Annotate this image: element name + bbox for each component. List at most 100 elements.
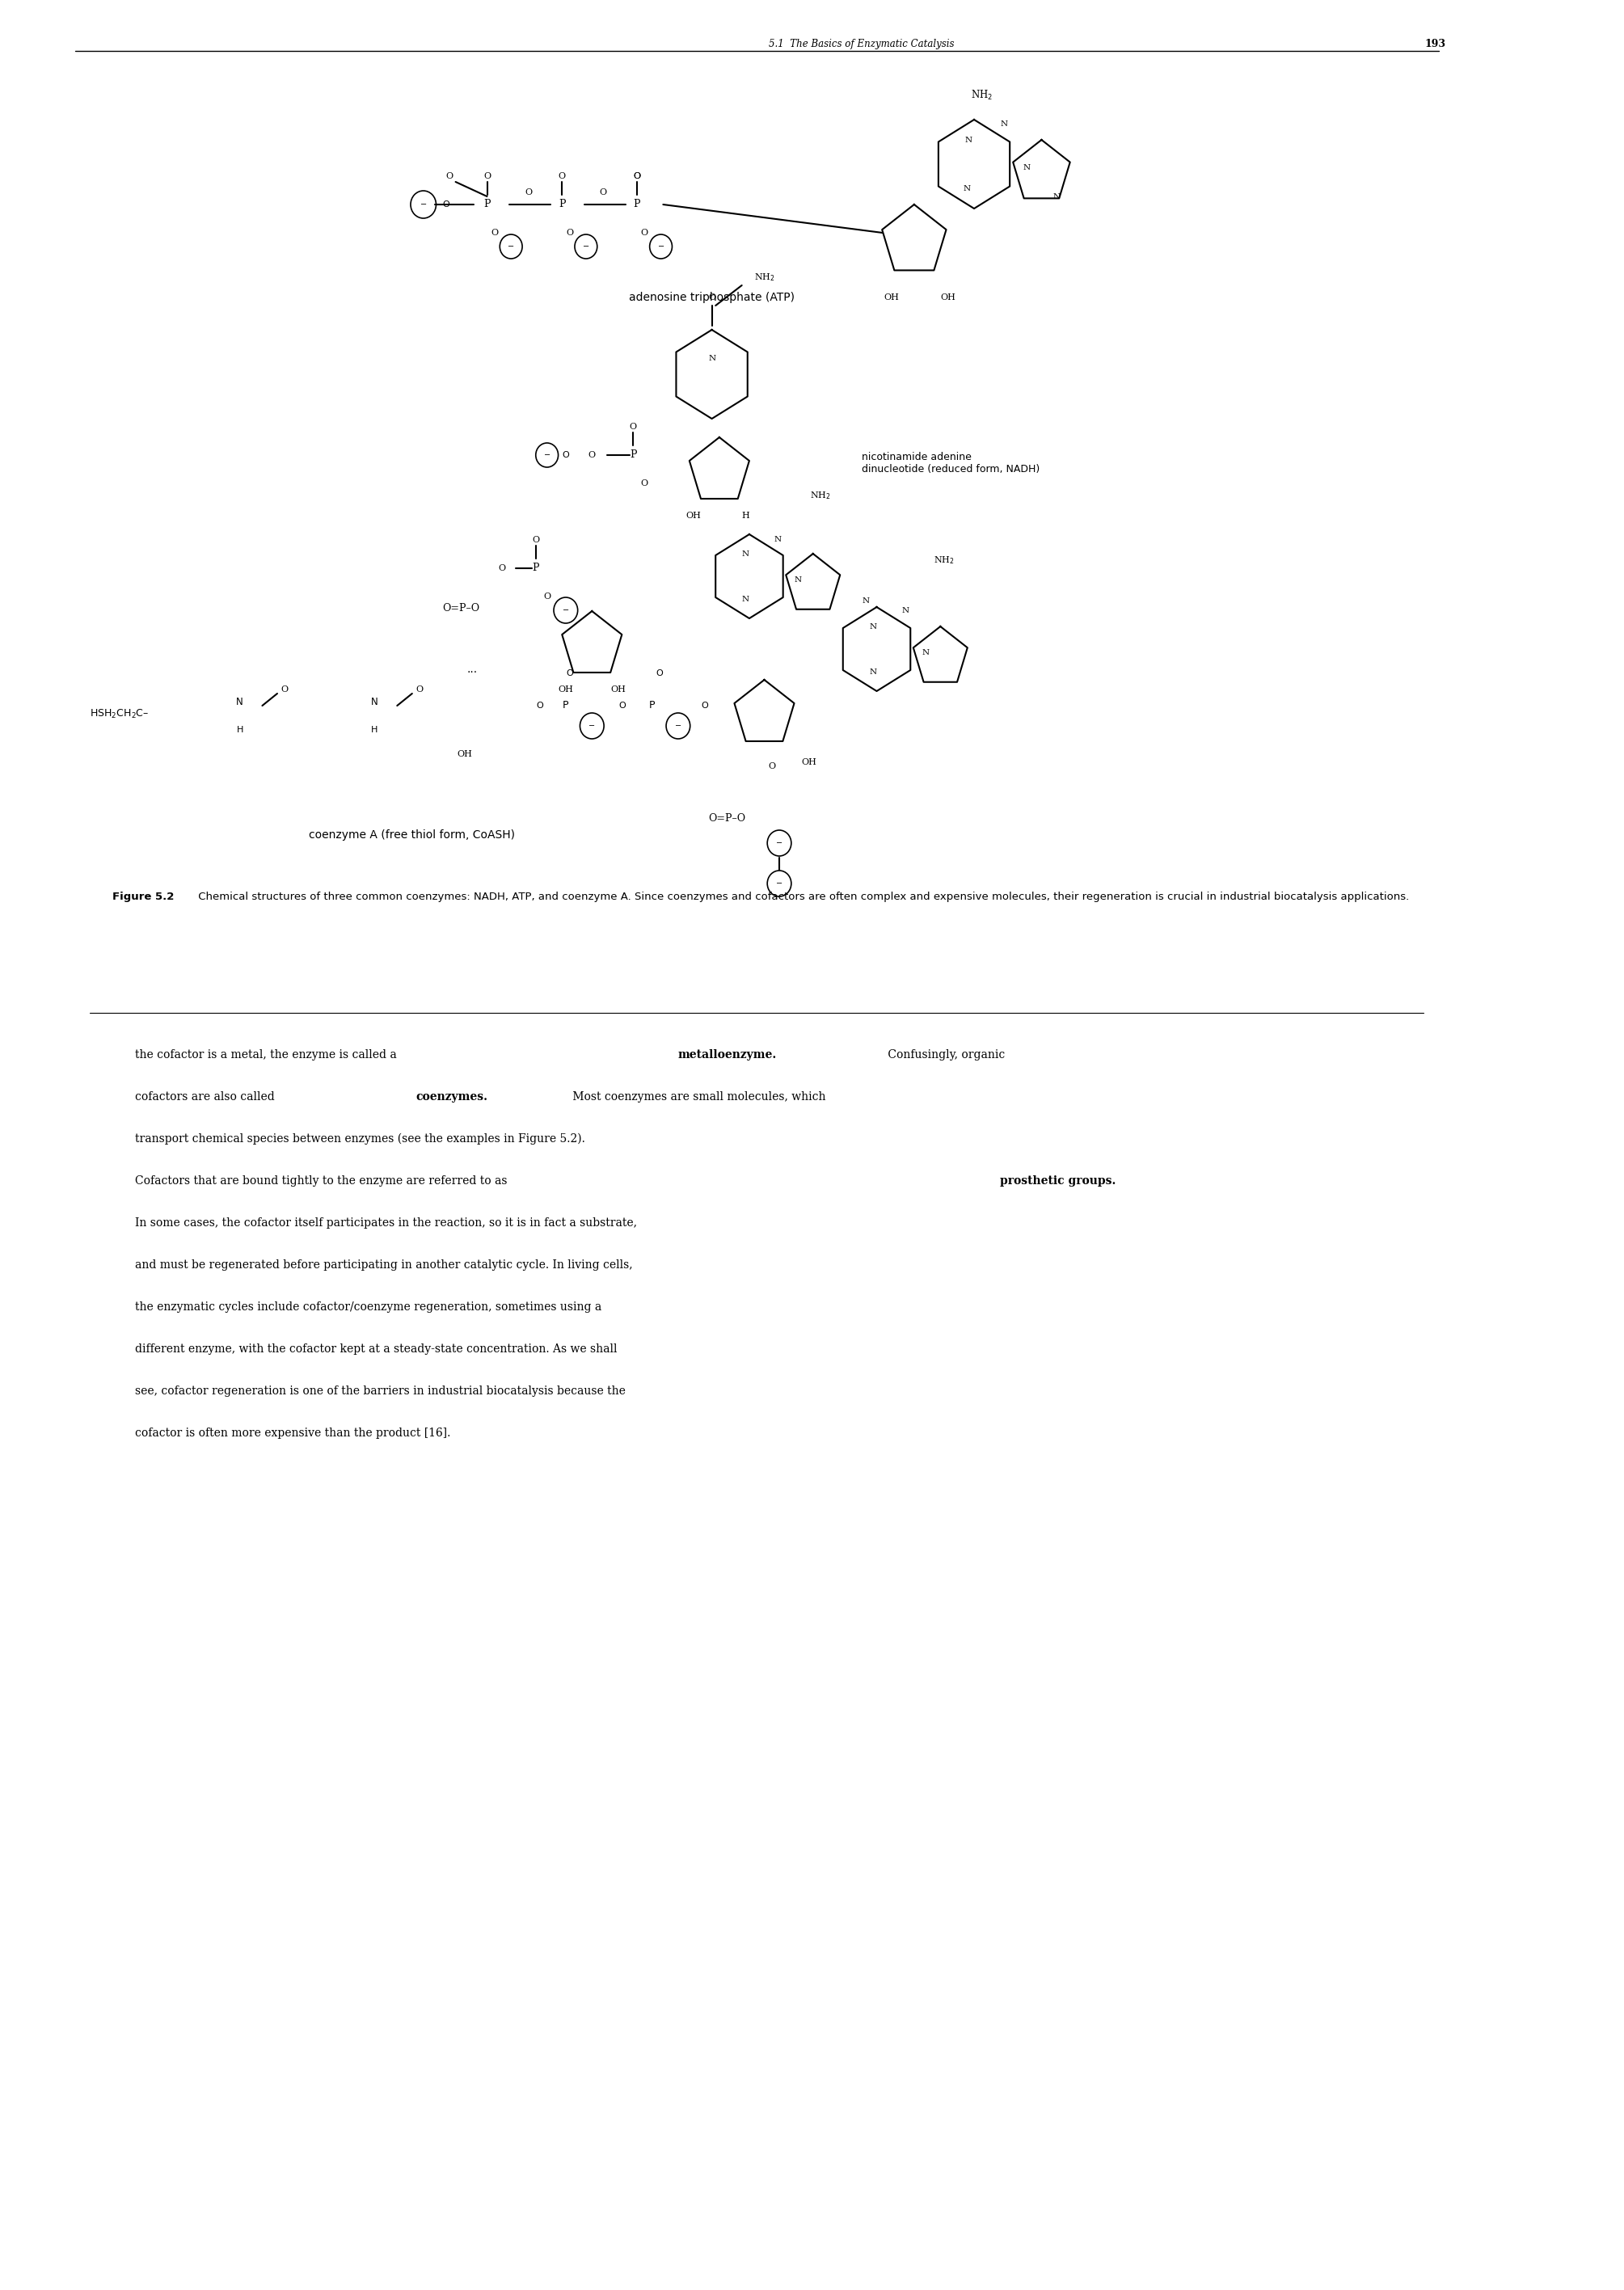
Text: O: O (641, 229, 648, 236)
Text: N: N (235, 696, 244, 708)
Text: −: − (658, 243, 664, 250)
Text: Cofactors that are bound tightly to the enzyme are referred to as: Cofactors that are bound tightly to the … (135, 1175, 510, 1186)
Text: −: − (588, 721, 596, 731)
Text: O: O (656, 669, 663, 678)
Text: N: N (862, 598, 869, 605)
Text: O: O (533, 536, 539, 545)
Text: OH: OH (883, 293, 900, 302)
Text: OH: OH (456, 751, 473, 758)
Text: P: P (630, 449, 637, 460)
Text: P: P (484, 199, 490, 211)
Text: O: O (641, 479, 648, 488)
Text: Confusingly, organic: Confusingly, organic (883, 1049, 1005, 1060)
Text: OH: OH (802, 758, 817, 767)
Text: OH: OH (559, 685, 573, 694)
Text: O: O (525, 188, 533, 197)
Text: H: H (237, 726, 244, 735)
Text: P: P (562, 701, 568, 710)
Text: N: N (869, 623, 877, 630)
Text: HSH$_2$CH$_2$C–: HSH$_2$CH$_2$C– (89, 708, 149, 719)
Text: O=P–O: O=P–O (708, 813, 745, 824)
Text: O: O (599, 188, 607, 197)
Text: NH$_2$: NH$_2$ (754, 273, 775, 284)
Text: O: O (619, 701, 625, 710)
Text: O: O (536, 701, 542, 710)
Text: OH: OH (940, 293, 955, 302)
Text: In some cases, the cofactor itself participates in the reaction, so it is in fac: In some cases, the cofactor itself parti… (135, 1218, 637, 1230)
Text: O: O (702, 701, 708, 710)
Text: N: N (708, 355, 716, 362)
Text: N: N (1023, 165, 1030, 172)
Text: O: O (442, 202, 450, 208)
Text: P: P (633, 199, 640, 211)
Text: N: N (742, 595, 749, 602)
Text: ...: ... (466, 664, 477, 676)
Text: O: O (559, 172, 565, 181)
Text: coenzyme A (free thiol form, CoASH): coenzyme A (free thiol form, CoASH) (309, 829, 515, 840)
Text: 5.1  The Basics of Enzymatic Catalysis: 5.1 The Basics of Enzymatic Catalysis (768, 39, 955, 50)
Text: adenosine triphosphate (ATP): adenosine triphosphate (ATP) (628, 291, 794, 302)
Text: O: O (708, 293, 716, 302)
Text: −: − (421, 202, 427, 208)
Text: N: N (869, 669, 877, 676)
Text: −: − (676, 721, 682, 731)
Text: cofactors are also called: cofactors are also called (135, 1092, 278, 1101)
Text: the enzymatic cycles include cofactor/coenzyme regeneration, sometimes using a: the enzymatic cycles include cofactor/co… (135, 1301, 601, 1312)
Text: H: H (742, 511, 750, 520)
Text: 193: 193 (1426, 39, 1445, 50)
Text: O: O (281, 685, 289, 694)
Text: coenzymes.: coenzymes. (416, 1092, 487, 1101)
Text: O=P–O: O=P–O (442, 605, 479, 614)
Text: N: N (1052, 192, 1060, 199)
Text: O: O (768, 763, 776, 769)
Text: Figure 5.2: Figure 5.2 (112, 891, 174, 902)
Text: NH$_2$: NH$_2$ (934, 554, 955, 566)
Text: and must be regenerated before participating in another catalytic cycle. In livi: and must be regenerated before participa… (135, 1260, 632, 1271)
Text: the cofactor is a metal, the enzyme is called a: the cofactor is a metal, the enzyme is c… (135, 1049, 400, 1060)
Text: transport chemical species between enzymes (see the examples in Figure 5.2).: transport chemical species between enzym… (135, 1134, 585, 1145)
Text: O: O (416, 685, 424, 694)
Text: N: N (742, 550, 749, 556)
Text: Most coenzymes are small molecules, which: Most coenzymes are small molecules, whic… (570, 1092, 827, 1101)
Text: O: O (588, 451, 596, 458)
Text: O: O (633, 172, 640, 181)
Text: −: − (562, 607, 568, 614)
Text: O: O (447, 172, 453, 181)
Text: P: P (533, 563, 539, 572)
Text: metalloenzyme.: metalloenzyme. (679, 1049, 776, 1060)
Text: N: N (372, 696, 378, 708)
Text: O: O (490, 229, 499, 236)
Text: different enzyme, with the cofactor kept at a steady-state concentration. As we : different enzyme, with the cofactor kept… (135, 1344, 617, 1356)
Text: OH: OH (685, 511, 700, 520)
Text: H: H (372, 726, 378, 735)
Text: −: − (508, 243, 515, 250)
Text: N: N (1000, 119, 1009, 128)
Text: N: N (963, 185, 970, 192)
Text: see, cofactor regeneration is one of the barriers in industrial biocatalysis bec: see, cofactor regeneration is one of the… (135, 1385, 625, 1397)
Text: N: N (965, 135, 971, 144)
Text: cofactor is often more expensive than the product [16].: cofactor is often more expensive than th… (135, 1427, 450, 1438)
Text: nicotinamide adenine
dinucleotide (reduced form, NADH): nicotinamide adenine dinucleotide (reduc… (862, 451, 1039, 474)
Text: P: P (559, 199, 565, 211)
Text: O: O (633, 172, 640, 181)
Text: N: N (775, 536, 781, 543)
Text: −: − (544, 451, 551, 458)
Text: −: − (583, 243, 590, 250)
Text: O: O (565, 229, 573, 236)
Text: P: P (650, 701, 654, 710)
Text: O: O (544, 593, 551, 600)
Text: −: − (776, 879, 783, 889)
Text: O: O (484, 172, 490, 181)
Text: O: O (499, 563, 505, 572)
Text: N: N (901, 607, 909, 614)
Text: O: O (565, 669, 573, 678)
Text: NH$_2$: NH$_2$ (810, 490, 831, 502)
Text: prosthetic groups.: prosthetic groups. (1000, 1175, 1116, 1186)
Text: −: − (776, 838, 783, 847)
Text: O: O (630, 424, 637, 431)
Text: N: N (922, 650, 929, 657)
Text: O: O (562, 451, 570, 458)
Text: OH: OH (611, 685, 625, 694)
Text: NH$_2$: NH$_2$ (971, 89, 992, 101)
Text: Chemical structures of three common coenzymes: NADH, ATP, and coenzyme A. Since : Chemical structures of three common coen… (195, 891, 1410, 902)
